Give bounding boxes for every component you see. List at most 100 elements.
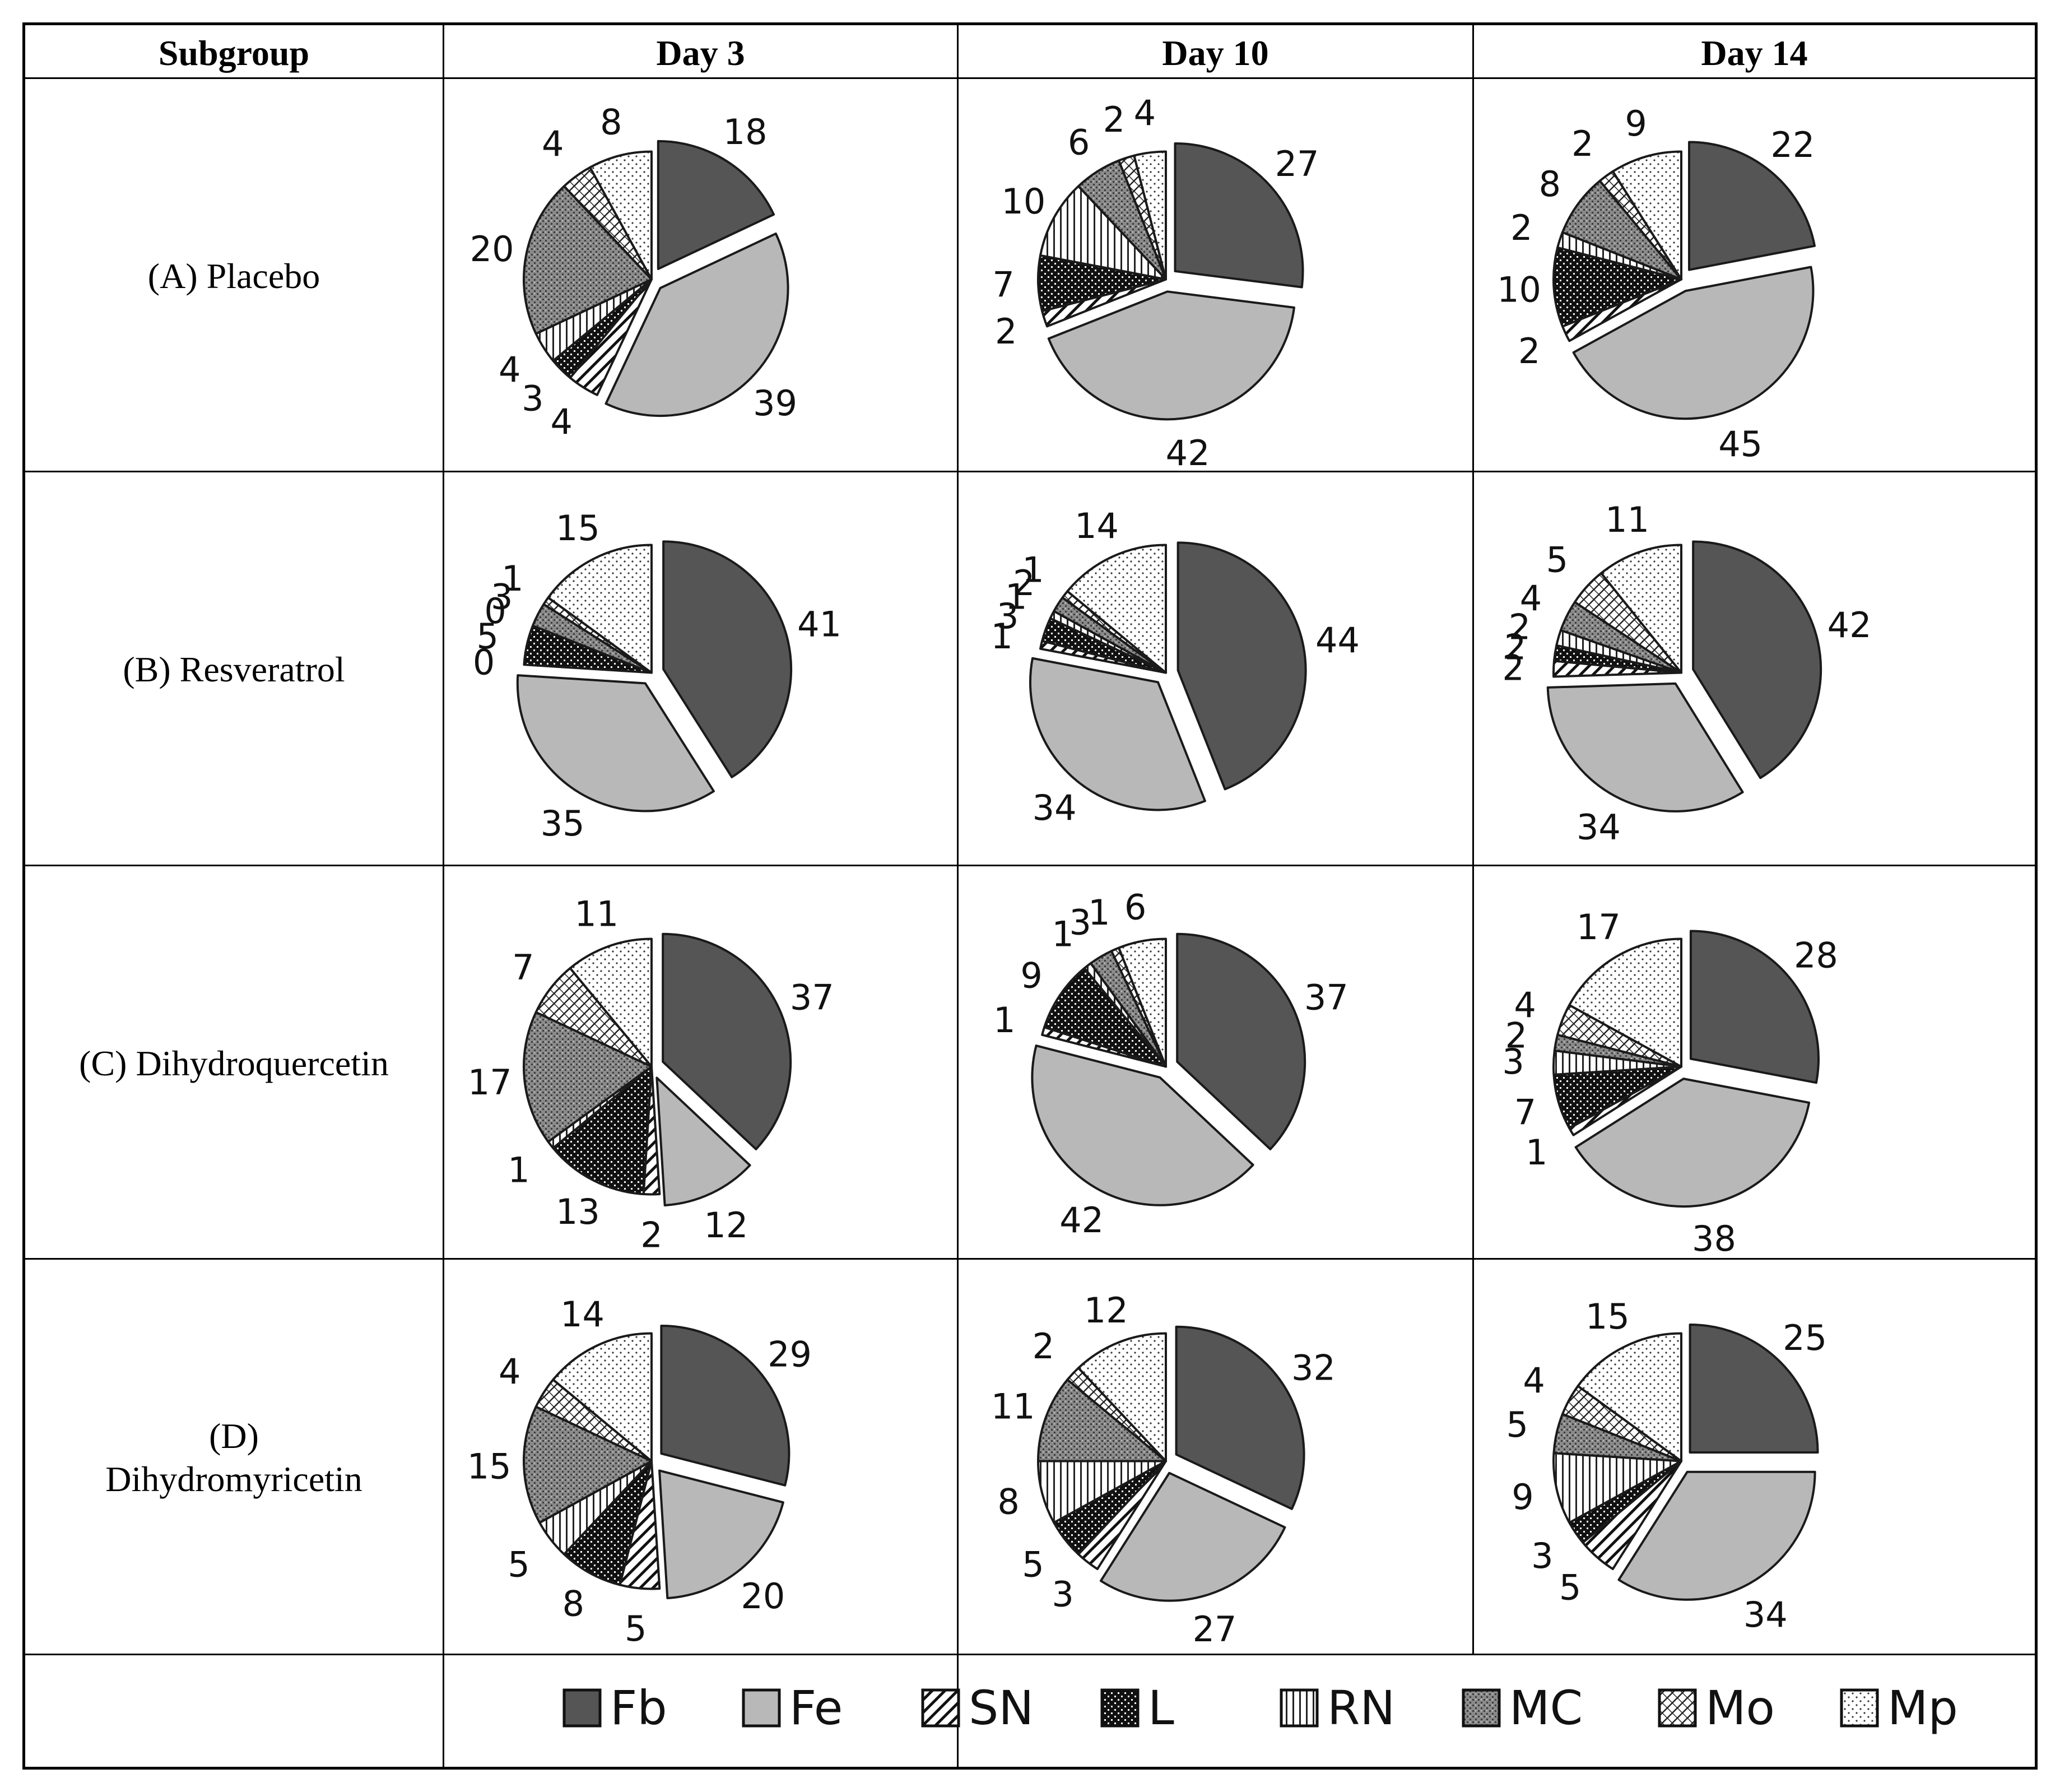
data-label-mp: 12 <box>1084 1290 1128 1331</box>
legend-swatch-sn <box>921 1688 960 1728</box>
data-label-mo: 2 <box>1103 99 1125 140</box>
data-label-mo: 4 <box>499 1351 520 1392</box>
data-label-sn: 0 <box>473 642 495 683</box>
data-label-mp: 15 <box>556 508 600 549</box>
data-label-rn: 3 <box>1502 1041 1524 1082</box>
data-label-fe: 20 <box>741 1576 785 1617</box>
grid-line <box>25 77 2035 79</box>
row-label-resveratrol: (B) Resveratrol <box>123 649 345 689</box>
legend-label: Mo <box>1705 1680 1775 1735</box>
pie-slice-mp <box>1577 1332 1682 1463</box>
data-label-rn: 8 <box>997 1482 1019 1522</box>
pie-slice-fe <box>1572 266 1815 420</box>
pie-slice-mp <box>1077 1332 1167 1463</box>
pie-slice-fb <box>657 140 775 270</box>
data-label-rn: 5 <box>508 1544 529 1585</box>
data-label-sn: 5 <box>625 1608 647 1649</box>
header-day14: Day 14 <box>1701 33 1808 73</box>
pie-slice-l <box>552 1065 653 1196</box>
pie-slice-fe <box>658 1469 784 1600</box>
pie-slice-mc <box>523 185 653 335</box>
data-label-fb: 27 <box>1275 143 1319 184</box>
data-label-fe: 38 <box>1692 1218 1736 1259</box>
pie-slice-fb <box>1689 1323 1819 1454</box>
data-label-rn: 10 <box>1001 181 1045 222</box>
data-label-fe: 34 <box>1743 1594 1788 1635</box>
data-label-mc: 3 <box>491 576 513 617</box>
data-label-fe: 35 <box>541 803 585 844</box>
data-label-mo: 5 <box>1546 539 1568 580</box>
legend-label: MC <box>1509 1680 1583 1735</box>
pie-slice-rn <box>1037 1460 1167 1524</box>
pie-slice-mp <box>1118 937 1167 1068</box>
legend-label: SN <box>969 1680 1034 1735</box>
data-label-mc: 2 <box>1013 563 1035 603</box>
data-label-l: 10 <box>1497 270 1541 310</box>
data-label-mc: 20 <box>470 229 514 270</box>
data-label-rn: 1 <box>508 1149 529 1190</box>
data-label-mp: 14 <box>1075 505 1119 546</box>
pie-slice-fb <box>1174 142 1304 289</box>
data-label-l: 2 <box>1504 626 1526 667</box>
data-label-l: 7 <box>1514 1092 1536 1132</box>
data-label-fb: 44 <box>1315 620 1360 661</box>
data-label-rn: 1 <box>1005 576 1027 617</box>
legend-label: Fe <box>789 1680 843 1735</box>
data-label-fe: 27 <box>1193 1609 1237 1650</box>
data-label-fb: 41 <box>797 603 841 644</box>
pie-slice-l <box>1552 246 1682 328</box>
data-label-fe: 45 <box>1718 424 1763 465</box>
pie-slice-fb <box>1176 932 1306 1150</box>
pie-slice-fe <box>1617 1470 1816 1601</box>
legend-swatch-fe <box>742 1688 781 1728</box>
grid-line <box>1472 25 1474 1655</box>
legend-label: Fb <box>610 1680 667 1735</box>
data-label-mc: 5 <box>1506 1404 1528 1445</box>
data-label-mp: 11 <box>1605 499 1649 540</box>
pie-slice-mp <box>1568 937 1682 1068</box>
data-label-fb: 25 <box>1783 1317 1827 1358</box>
pie-slice-mp <box>1066 544 1167 674</box>
data-label-fb: 32 <box>1291 1347 1336 1388</box>
grid-line <box>25 865 2035 866</box>
legend-swatch-l <box>1100 1688 1140 1728</box>
data-label-sn: 3 <box>1052 1574 1073 1615</box>
pie-slice-l <box>1043 967 1167 1068</box>
pie-slice-fb <box>1175 1325 1305 1510</box>
pie-slice-mp <box>1600 544 1682 674</box>
data-label-rn: 2 <box>1510 207 1532 248</box>
pie-slice-mp <box>569 937 653 1068</box>
pie-slice-fe <box>1029 657 1206 811</box>
header-subgroup: Subgroup <box>158 33 310 73</box>
legend-label: Mp <box>1887 1680 1958 1735</box>
pie-slice-fe <box>1047 290 1295 421</box>
data-label-mc: 4 <box>1520 578 1542 619</box>
grid-line <box>25 1654 2035 1655</box>
data-label-fb: 42 <box>1828 605 1872 646</box>
legend-swatch-mo <box>1658 1688 1697 1728</box>
data-label-fe: 39 <box>753 383 797 424</box>
pie-slice-fe <box>516 674 715 813</box>
data-label-mo: 1 <box>1088 892 1110 933</box>
data-label-rn: 1 <box>1052 913 1073 954</box>
legend-item-rn: RN <box>1279 1684 1395 1731</box>
data-label-mo: 2 <box>1033 1326 1054 1367</box>
legend-item-l: L <box>1100 1684 1174 1731</box>
data-label-fb: 22 <box>1770 124 1815 165</box>
data-label-l: 3 <box>522 378 543 419</box>
data-label-fb: 18 <box>723 112 768 152</box>
data-label-sn: 2 <box>1518 331 1540 372</box>
data-label-fe: 34 <box>1033 787 1077 828</box>
pie-slice-mp <box>589 150 653 281</box>
data-label-l: 5 <box>476 616 498 657</box>
data-label-fe: 42 <box>1059 1200 1104 1241</box>
data-label-sn: 2 <box>995 311 1017 352</box>
data-label-mc: 3 <box>1069 902 1091 943</box>
